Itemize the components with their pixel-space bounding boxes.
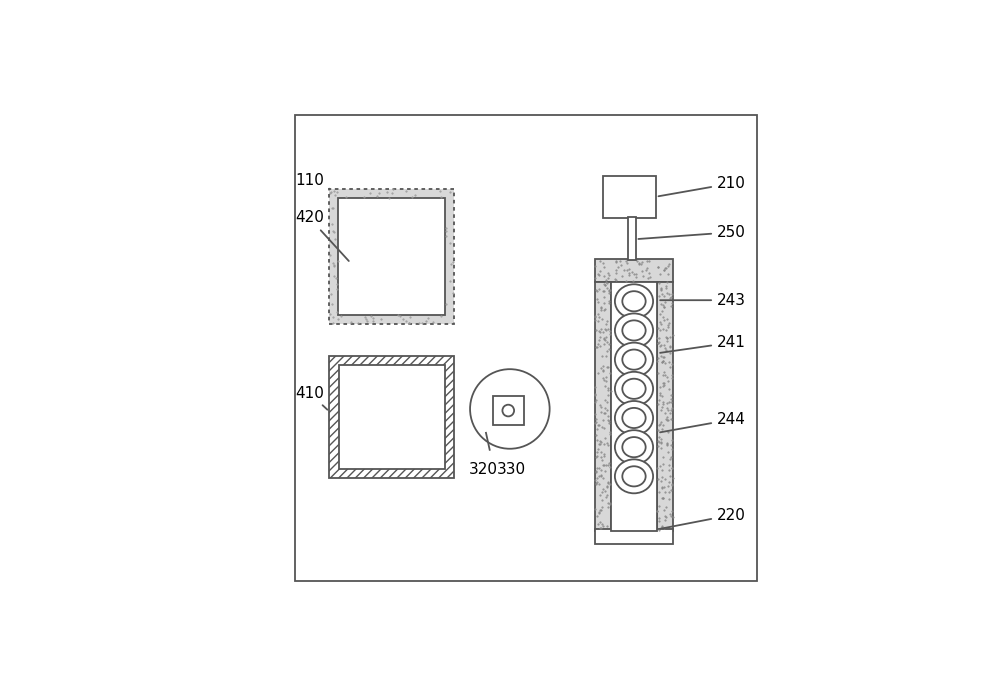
Text: 110: 110 (295, 174, 329, 189)
Text: 220: 220 (660, 508, 746, 529)
Bar (595, 259, 673, 282)
Bar (338, 198, 445, 315)
Text: 330: 330 (497, 462, 526, 477)
Text: 243: 243 (660, 293, 746, 308)
Bar (329, 189, 454, 324)
Bar (657, 282, 673, 531)
Ellipse shape (615, 430, 653, 464)
Ellipse shape (622, 291, 646, 311)
Ellipse shape (622, 437, 646, 457)
Ellipse shape (622, 349, 646, 370)
Ellipse shape (622, 320, 646, 340)
Bar (595, 529, 673, 544)
Text: 250: 250 (638, 225, 746, 240)
Bar (595, 282, 611, 531)
Bar (493, 395, 524, 425)
Bar (628, 217, 636, 260)
Ellipse shape (615, 313, 653, 347)
Circle shape (502, 404, 514, 416)
Ellipse shape (615, 460, 653, 493)
Ellipse shape (622, 466, 646, 486)
Ellipse shape (622, 379, 646, 399)
Text: 210: 210 (658, 176, 746, 196)
Text: 410: 410 (295, 386, 327, 410)
Ellipse shape (615, 285, 653, 318)
Bar (339, 365, 445, 469)
Bar (329, 189, 454, 324)
Ellipse shape (615, 401, 653, 435)
Text: 320: 320 (469, 462, 498, 477)
Circle shape (470, 369, 550, 449)
Bar (295, 114, 757, 582)
Bar (329, 356, 454, 478)
Ellipse shape (622, 408, 646, 428)
Text: 241: 241 (660, 335, 746, 353)
Ellipse shape (615, 372, 653, 406)
Text: 420: 420 (295, 210, 349, 261)
Bar (611, 282, 657, 531)
Text: 244: 244 (660, 412, 746, 432)
Bar (603, 176, 656, 218)
Ellipse shape (615, 342, 653, 377)
